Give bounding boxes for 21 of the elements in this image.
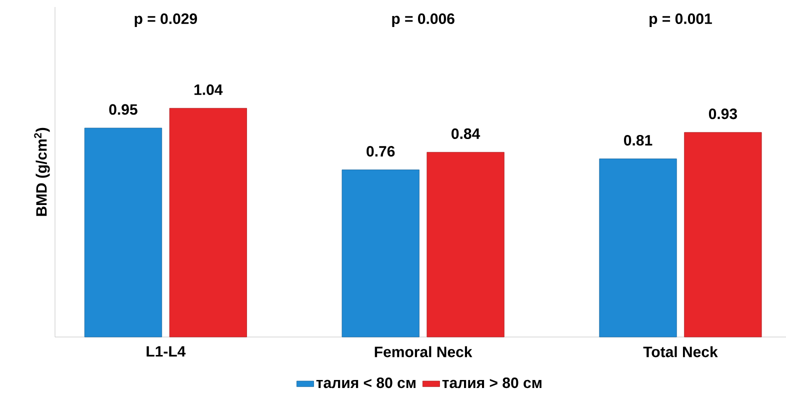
bar xyxy=(684,132,762,338)
y-axis-title: BMD (g/cm$^{2}$) xyxy=(34,128,50,216)
legend-label: талия > 80 см xyxy=(442,377,542,388)
data-label: 0.81 xyxy=(624,134,652,146)
annotation: p = 0.029 xyxy=(134,13,198,27)
annotation: p = 0.001 xyxy=(650,13,712,27)
data-label: 0.93 xyxy=(708,108,737,120)
x-tick-label: Femoral Neck xyxy=(374,346,472,358)
bar xyxy=(84,128,162,338)
bar xyxy=(599,158,677,338)
bar xyxy=(169,108,247,338)
data-label: 0.84 xyxy=(452,128,480,139)
bar xyxy=(342,170,420,338)
data-label: 0.76 xyxy=(366,146,395,157)
bar xyxy=(426,152,504,338)
annotation: p = 0.006 xyxy=(392,13,454,27)
data-label: 0.95 xyxy=(109,104,138,115)
legend-label: талия < 80 см xyxy=(316,377,416,388)
x-tick-label: Total Neck xyxy=(643,346,718,358)
data-label: 1.04 xyxy=(194,84,223,95)
x-tick-label: L1-L4 xyxy=(146,346,186,357)
